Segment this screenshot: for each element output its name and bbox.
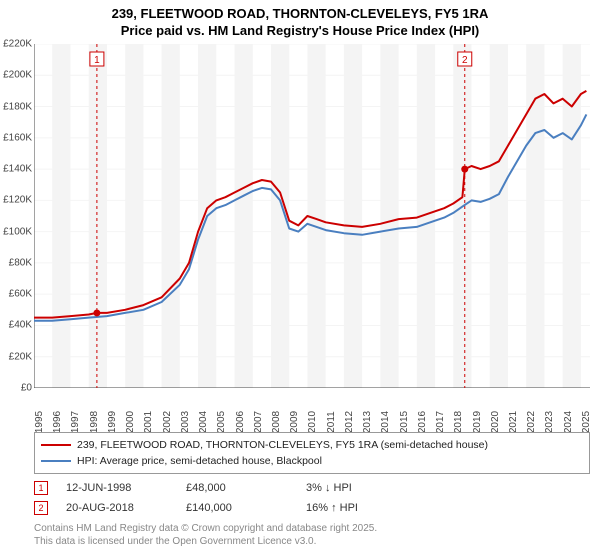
x-tick-label: 2000 [125, 411, 136, 433]
x-tick-label: 1995 [34, 411, 45, 433]
legend-row-1: 239, FLEETWOOD ROAD, THORNTON-CLEVELEYS,… [41, 437, 583, 453]
x-tick-label: 2025 [581, 411, 592, 433]
marker-date-1: 12-JUN-1998 [66, 482, 186, 494]
x-tick-label: 2007 [253, 411, 264, 433]
x-tick-label: 2009 [289, 411, 300, 433]
svg-text:1: 1 [94, 55, 100, 66]
svg-text:2: 2 [462, 55, 468, 66]
x-axis: 1995 1996 1997 1998 1999 2000 2001 2002 2003 2004… [34, 390, 590, 430]
footer: Contains HM Land Registry data © Crown c… [34, 522, 590, 548]
legend-row-2: HPI: Average price, semi-detached house,… [41, 453, 583, 469]
x-tick-label: 1999 [107, 411, 118, 433]
x-tick-label: 1997 [70, 411, 81, 433]
x-tick-label: 2010 [307, 411, 318, 433]
y-tick-label: £200K [3, 70, 32, 81]
x-tick-label: 2006 [235, 411, 246, 433]
marker-date-2: 20-AUG-2018 [66, 502, 186, 514]
x-tick-label: 2005 [216, 411, 227, 433]
legend: 239, FLEETWOOD ROAD, THORNTON-CLEVELEYS,… [34, 432, 590, 474]
y-tick-label: £220K [3, 39, 32, 50]
marker-price-1: £48,000 [186, 482, 306, 494]
y-tick-label: £60K [9, 289, 32, 300]
y-tick-label: £160K [3, 132, 32, 143]
footer-line-1: Contains HM Land Registry data © Crown c… [34, 522, 590, 535]
x-tick-label: 2020 [490, 411, 501, 433]
x-tick-label: 2012 [344, 411, 355, 433]
legend-text-1: 239, FLEETWOOD ROAD, THORNTON-CLEVELEYS,… [77, 439, 488, 451]
chart-container: 239, FLEETWOOD ROAD, THORNTON-CLEVELEYS,… [0, 0, 600, 560]
title-line-2: Price paid vs. HM Land Registry's House … [0, 23, 600, 40]
y-tick-label: £100K [3, 226, 32, 237]
y-tick-label: £80K [9, 257, 32, 268]
x-tick-label: 2017 [435, 411, 446, 433]
x-tick-label: 2001 [143, 411, 154, 433]
legend-swatch-1 [41, 444, 71, 446]
marker-table: 1 12-JUN-1998 £48,000 3% ↓ HPI 2 20-AUG-… [34, 478, 590, 518]
marker-row-1: 1 12-JUN-1998 £48,000 3% ↓ HPI [34, 478, 590, 498]
x-tick-label: 2021 [508, 411, 519, 433]
x-tick-label: 2008 [271, 411, 282, 433]
marker-hpi-1: 3% ↓ HPI [306, 482, 590, 494]
x-tick-label: 2023 [544, 411, 555, 433]
legend-text-2: HPI: Average price, semi-detached house,… [77, 455, 322, 467]
x-tick-label: 2024 [563, 411, 574, 433]
marker-badge-2: 2 [34, 501, 48, 515]
x-tick-label: 2014 [380, 411, 391, 433]
y-tick-label: £20K [9, 351, 32, 362]
y-tick-label: £120K [3, 195, 32, 206]
marker-badge-1: 1 [34, 481, 48, 495]
y-tick-label: £40K [9, 320, 32, 331]
y-axis: £0£20K£40K£60K£80K£100K£120K£140K£160K£1… [0, 44, 34, 388]
x-tick-label: 2015 [399, 411, 410, 433]
plot-area: 12 [34, 44, 590, 388]
y-tick-label: £180K [3, 101, 32, 112]
plot-svg: 12 [34, 44, 590, 388]
x-tick-label: 2016 [417, 411, 428, 433]
title-line-1: 239, FLEETWOOD ROAD, THORNTON-CLEVELEYS,… [0, 6, 600, 23]
title-block: 239, FLEETWOOD ROAD, THORNTON-CLEVELEYS,… [0, 0, 600, 42]
x-tick-label: 2004 [198, 411, 209, 433]
legend-swatch-2 [41, 460, 71, 462]
y-tick-label: £140K [3, 164, 32, 175]
marker-hpi-2: 16% ↑ HPI [306, 502, 590, 514]
x-tick-label: 2011 [326, 411, 337, 433]
x-tick-label: 2022 [526, 411, 537, 433]
x-tick-label: 2019 [472, 411, 483, 433]
x-tick-label: 2018 [453, 411, 464, 433]
x-tick-label: 1996 [52, 411, 63, 433]
x-tick-label: 1998 [89, 411, 100, 433]
x-tick-label: 2003 [180, 411, 191, 433]
x-tick-label: 2002 [162, 411, 173, 433]
y-tick-label: £0 [21, 383, 32, 394]
marker-row-2: 2 20-AUG-2018 £140,000 16% ↑ HPI [34, 498, 590, 518]
x-tick-label: 2013 [362, 411, 373, 433]
footer-line-2: This data is licensed under the Open Gov… [34, 535, 590, 548]
marker-price-2: £140,000 [186, 502, 306, 514]
